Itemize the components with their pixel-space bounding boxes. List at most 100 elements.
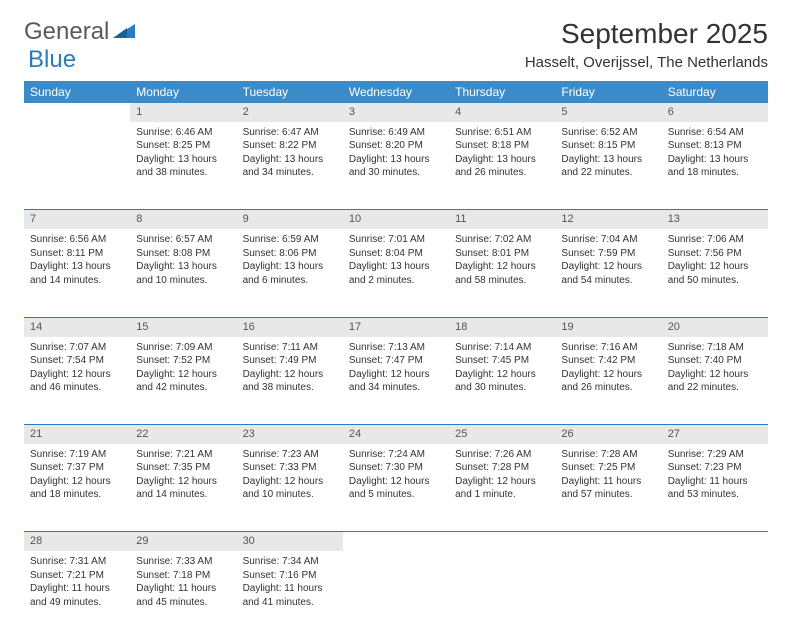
- sunrise-text: Sunrise: 7:28 AM: [561, 448, 655, 462]
- day2-text: and 18 minutes.: [30, 488, 124, 502]
- day1-text: Daylight: 13 hours: [243, 260, 337, 274]
- sunrise-text: Sunrise: 7:34 AM: [243, 555, 337, 569]
- sunset-text: Sunset: 8:22 PM: [243, 139, 337, 153]
- day-cell: [343, 551, 449, 639]
- sunrise-text: Sunrise: 6:51 AM: [455, 126, 549, 140]
- day2-text: and 30 minutes.: [455, 381, 549, 395]
- day2-text: and 34 minutes.: [349, 381, 443, 395]
- day-number: 27: [662, 425, 768, 444]
- day2-text: and 26 minutes.: [455, 166, 549, 180]
- week-row: Sunrise: 7:07 AMSunset: 7:54 PMDaylight:…: [24, 337, 768, 425]
- sunset-text: Sunset: 7:49 PM: [243, 354, 337, 368]
- day-number: 23: [237, 425, 343, 444]
- day1-text: Daylight: 12 hours: [668, 368, 762, 382]
- day2-text: and 58 minutes.: [455, 274, 549, 288]
- week-row: Sunrise: 7:19 AMSunset: 7:37 PMDaylight:…: [24, 444, 768, 532]
- day-number: 3: [343, 103, 449, 122]
- sunset-text: Sunset: 7:59 PM: [561, 247, 655, 261]
- sunrise-text: Sunrise: 6:52 AM: [561, 126, 655, 140]
- sunrise-text: Sunrise: 7:06 AM: [668, 233, 762, 247]
- day-number: 9: [237, 210, 343, 229]
- day2-text: and 10 minutes.: [243, 488, 337, 502]
- sunrise-text: Sunrise: 7:09 AM: [136, 341, 230, 355]
- day-cell: Sunrise: 7:02 AMSunset: 8:01 PMDaylight:…: [449, 229, 555, 317]
- sunset-text: Sunset: 8:13 PM: [668, 139, 762, 153]
- sunset-text: Sunset: 8:08 PM: [136, 247, 230, 261]
- day-cell: Sunrise: 7:04 AMSunset: 7:59 PMDaylight:…: [555, 229, 661, 317]
- day1-text: Daylight: 11 hours: [561, 475, 655, 489]
- day-cell: Sunrise: 7:19 AMSunset: 7:37 PMDaylight:…: [24, 444, 130, 532]
- sunset-text: Sunset: 8:25 PM: [136, 139, 230, 153]
- day-cell: Sunrise: 6:47 AMSunset: 8:22 PMDaylight:…: [237, 122, 343, 210]
- day-number: 26: [555, 425, 661, 444]
- day-number: [555, 532, 661, 551]
- brand-logo: General: [24, 18, 137, 46]
- day-number: [343, 532, 449, 551]
- sunrise-text: Sunrise: 7:19 AM: [30, 448, 124, 462]
- day-number: 5: [555, 103, 661, 122]
- day1-text: Daylight: 12 hours: [349, 368, 443, 382]
- day1-text: Daylight: 13 hours: [349, 260, 443, 274]
- day-cell: Sunrise: 7:07 AMSunset: 7:54 PMDaylight:…: [24, 337, 130, 425]
- weekday-header: Sunday: [24, 81, 130, 103]
- day-cell: Sunrise: 7:18 AMSunset: 7:40 PMDaylight:…: [662, 337, 768, 425]
- day-number: 28: [24, 532, 130, 551]
- daynum-row: 21222324252627: [24, 425, 768, 444]
- week-row: Sunrise: 6:46 AMSunset: 8:25 PMDaylight:…: [24, 122, 768, 210]
- day-cell: Sunrise: 7:13 AMSunset: 7:47 PMDaylight:…: [343, 337, 449, 425]
- day2-text: and 46 minutes.: [30, 381, 124, 395]
- day-number: 12: [555, 210, 661, 229]
- week-row: Sunrise: 6:56 AMSunset: 8:11 PMDaylight:…: [24, 229, 768, 317]
- sunrise-text: Sunrise: 7:02 AM: [455, 233, 549, 247]
- day1-text: Daylight: 11 hours: [668, 475, 762, 489]
- day-number: 19: [555, 317, 661, 336]
- sunset-text: Sunset: 7:56 PM: [668, 247, 762, 261]
- day1-text: Daylight: 12 hours: [455, 368, 549, 382]
- day2-text: and 2 minutes.: [349, 274, 443, 288]
- day-cell: [555, 551, 661, 639]
- day1-text: Daylight: 11 hours: [136, 582, 230, 596]
- day2-text: and 50 minutes.: [668, 274, 762, 288]
- day1-text: Daylight: 12 hours: [30, 475, 124, 489]
- day-cell: Sunrise: 6:59 AMSunset: 8:06 PMDaylight:…: [237, 229, 343, 317]
- day-cell: [662, 551, 768, 639]
- sunrise-text: Sunrise: 6:59 AM: [243, 233, 337, 247]
- sunrise-text: Sunrise: 7:23 AM: [243, 448, 337, 462]
- brand-triangle-icon: [113, 22, 135, 43]
- day1-text: Daylight: 12 hours: [561, 368, 655, 382]
- day1-text: Daylight: 13 hours: [561, 153, 655, 167]
- sunrise-text: Sunrise: 7:18 AM: [668, 341, 762, 355]
- day2-text: and 57 minutes.: [561, 488, 655, 502]
- day2-text: and 38 minutes.: [243, 381, 337, 395]
- day-cell: Sunrise: 7:31 AMSunset: 7:21 PMDaylight:…: [24, 551, 130, 639]
- day-number: 21: [24, 425, 130, 444]
- day-number: 10: [343, 210, 449, 229]
- sunrise-text: Sunrise: 6:47 AM: [243, 126, 337, 140]
- day-cell: Sunrise: 7:11 AMSunset: 7:49 PMDaylight:…: [237, 337, 343, 425]
- sunrise-text: Sunrise: 7:21 AM: [136, 448, 230, 462]
- sunrise-text: Sunrise: 7:04 AM: [561, 233, 655, 247]
- sunset-text: Sunset: 8:20 PM: [349, 139, 443, 153]
- day2-text: and 22 minutes.: [561, 166, 655, 180]
- day-cell: Sunrise: 7:24 AMSunset: 7:30 PMDaylight:…: [343, 444, 449, 532]
- day-number: 8: [130, 210, 236, 229]
- day1-text: Daylight: 13 hours: [30, 260, 124, 274]
- daynum-row: 282930: [24, 532, 768, 551]
- day2-text: and 14 minutes.: [30, 274, 124, 288]
- day1-text: Daylight: 11 hours: [30, 582, 124, 596]
- day2-text: and 22 minutes.: [668, 381, 762, 395]
- day2-text: and 42 minutes.: [136, 381, 230, 395]
- day-number: [662, 532, 768, 551]
- sunset-text: Sunset: 7:18 PM: [136, 569, 230, 583]
- daynum-row: 123456: [24, 103, 768, 122]
- brand-word1: General: [24, 18, 109, 46]
- weekday-header: Monday: [130, 81, 236, 103]
- day-number: 7: [24, 210, 130, 229]
- day-number: 15: [130, 317, 236, 336]
- day1-text: Daylight: 13 hours: [136, 260, 230, 274]
- sunset-text: Sunset: 7:52 PM: [136, 354, 230, 368]
- day2-text: and 5 minutes.: [349, 488, 443, 502]
- sunset-text: Sunset: 7:33 PM: [243, 461, 337, 475]
- day1-text: Daylight: 13 hours: [136, 153, 230, 167]
- sunset-text: Sunset: 7:23 PM: [668, 461, 762, 475]
